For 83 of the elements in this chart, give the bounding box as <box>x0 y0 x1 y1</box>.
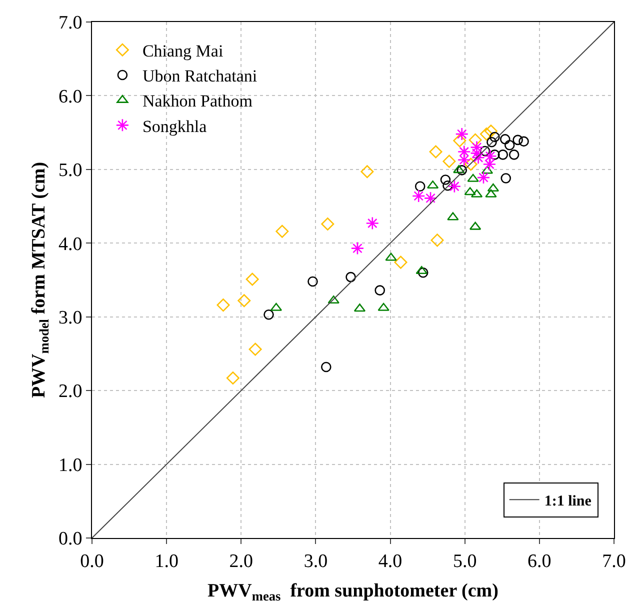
point <box>498 150 508 160</box>
legend-label: 1:1 line <box>544 493 592 510</box>
point <box>456 165 468 176</box>
point <box>378 302 390 311</box>
point <box>480 146 490 156</box>
point <box>470 140 484 154</box>
point <box>440 174 451 185</box>
point <box>442 180 453 191</box>
x-tick-label: 0.0 <box>80 550 104 572</box>
y-tick-label: 0.0 <box>58 528 82 550</box>
legend-label: Chiang Mai <box>142 42 224 60</box>
point <box>467 174 479 182</box>
point <box>264 310 274 320</box>
point <box>455 127 469 141</box>
y-tick-label: 3.0 <box>58 308 82 329</box>
point <box>276 224 289 238</box>
legend-label: Ubon Ratchatani <box>142 66 258 86</box>
point <box>464 158 478 171</box>
point <box>512 134 523 146</box>
point <box>480 128 493 141</box>
point <box>447 212 459 220</box>
point <box>484 150 497 163</box>
point <box>248 342 262 356</box>
point <box>360 165 374 178</box>
point <box>346 272 356 282</box>
y-tick-label: 2.0 <box>58 381 82 402</box>
point <box>457 145 471 158</box>
legend-label: Songkhla <box>142 116 208 136</box>
point <box>453 165 465 174</box>
point <box>424 192 438 205</box>
x-tick-label: 4.0 <box>378 550 402 572</box>
point <box>385 252 397 261</box>
point <box>246 272 259 286</box>
x-tick-label: 1.0 <box>154 550 178 572</box>
point <box>504 140 515 150</box>
point <box>350 242 364 255</box>
point <box>482 158 496 171</box>
point <box>472 150 485 164</box>
point <box>418 267 428 278</box>
y-tick-label: 1.0 <box>58 454 82 476</box>
x-tick-label: 6.0 <box>528 550 552 572</box>
point <box>485 189 497 198</box>
x-tick-label: 5.0 <box>452 550 477 572</box>
point <box>216 298 230 312</box>
y-tick-label: 4.0 <box>58 234 82 255</box>
point <box>448 180 462 194</box>
point <box>414 181 426 192</box>
point <box>429 145 442 158</box>
point <box>457 153 471 166</box>
point <box>308 276 318 287</box>
point <box>366 216 380 230</box>
point <box>394 256 408 269</box>
point <box>321 217 334 230</box>
point <box>470 146 484 160</box>
point <box>484 124 498 138</box>
point <box>238 294 251 308</box>
point <box>508 150 520 160</box>
point <box>416 266 428 274</box>
point <box>476 170 490 184</box>
point <box>321 362 332 372</box>
point <box>464 187 476 196</box>
point <box>500 173 512 184</box>
legend-label: Nakhon Pathom <box>142 92 252 111</box>
x-axis-title: PWV$_{meas}$ from sunphotometer (cm) <box>208 580 498 604</box>
point <box>430 234 444 247</box>
point <box>490 150 500 160</box>
point <box>374 285 385 296</box>
point <box>442 154 456 168</box>
y-tick-label: 6.0 <box>58 86 82 108</box>
x-tick-label: 2.0 <box>229 550 254 572</box>
point <box>412 189 426 203</box>
point <box>518 136 529 147</box>
point <box>486 137 497 148</box>
point <box>500 134 510 144</box>
point <box>453 134 466 148</box>
point <box>328 295 340 304</box>
point <box>490 132 500 142</box>
x-tick-label: 7.0 <box>602 550 626 572</box>
point <box>468 133 482 146</box>
y-tick-label: 5.0 <box>58 160 82 182</box>
y-tick-label: 7.0 <box>58 12 82 34</box>
x-tick-label: 3.0 <box>304 550 328 572</box>
point <box>226 372 240 385</box>
